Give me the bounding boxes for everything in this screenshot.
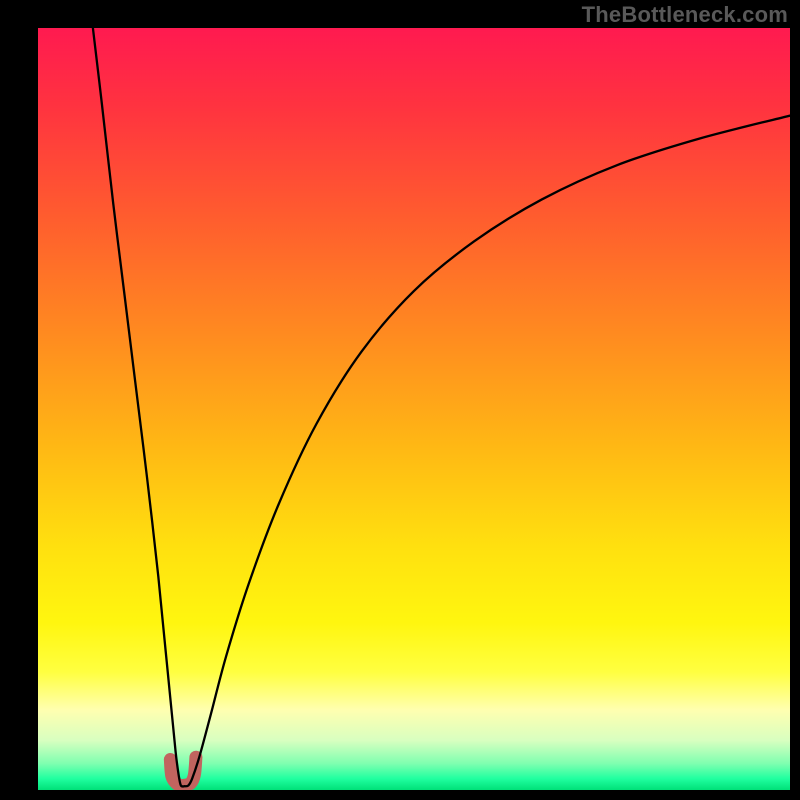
- bottleneck-chart: [0, 0, 800, 800]
- watermark-text: TheBottleneck.com: [582, 2, 788, 28]
- chart-container: TheBottleneck.com: [0, 0, 800, 800]
- gradient-background: [38, 28, 790, 790]
